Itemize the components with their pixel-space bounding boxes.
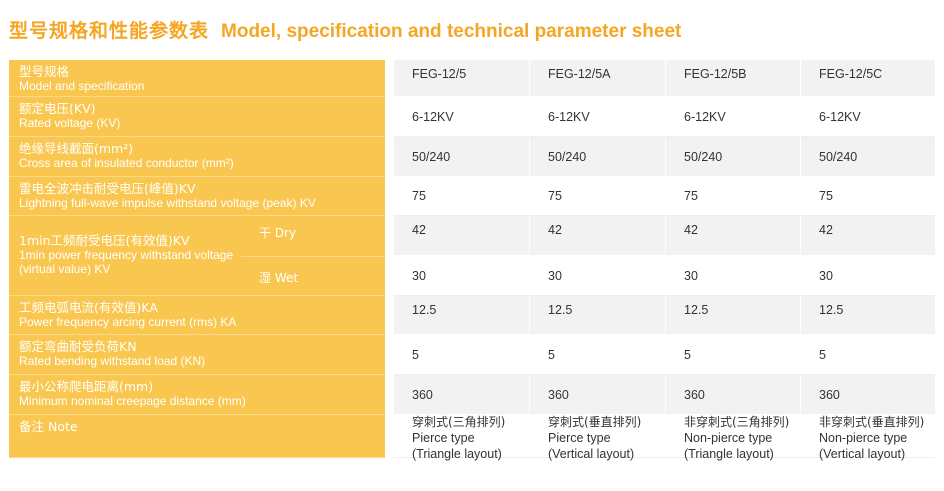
cell: 75 xyxy=(800,177,935,216)
note-en: Non-pierce type xyxy=(819,430,908,445)
cell: 12.5 xyxy=(393,296,529,335)
cell: 12.5 xyxy=(529,296,665,335)
sub-label-dry: 干 Dry xyxy=(259,226,297,240)
row-label-zh: 额定电压(KV) xyxy=(19,101,96,116)
row-label-power-frequency-withstand: 1min工频耐受电压(有效值)KV 1min power frequency w… xyxy=(9,216,385,296)
row-label-zh: 雷电全波冲击耐受电压(峰值)KV xyxy=(19,181,196,196)
row-label-bending-load: 额定弯曲耐受负荷KN Rated bending withstand load … xyxy=(9,335,385,375)
row-label-en: Power frequency arcing current (rms) KA xyxy=(19,315,237,329)
spacer xyxy=(385,296,393,335)
row-label-lightning-impulse: 雷电全波冲击耐受电压(峰值)KV Lightning full-wave imp… xyxy=(9,177,385,216)
cell: 50/240 xyxy=(800,137,935,177)
cell: 12.5 xyxy=(665,296,800,335)
spacer xyxy=(385,60,393,97)
cell: 50/240 xyxy=(665,137,800,177)
note-zh: 非穿刺式(三角排列) xyxy=(684,414,790,429)
row-label-cross-area: 绝缘导线截面(mm²) Cross area of insulated cond… xyxy=(9,137,385,177)
cell: 6-12KV xyxy=(393,97,529,137)
row-label-rated-voltage: 额定电压(KV) Rated voltage (KV) xyxy=(9,97,385,137)
row-label-freq-main: 1min工频耐受电压(有效值)KV 1min power frequency w… xyxy=(9,216,241,296)
spacer xyxy=(385,137,393,177)
note-cell: 穿刺式(三角排列) Pierce type (Triangle layout) xyxy=(393,414,529,461)
row-label-note: 备注 Note xyxy=(9,415,385,458)
cell: 30 xyxy=(393,256,529,296)
cell: 360 xyxy=(665,375,800,415)
row-label-zh: 1min工频耐受电压(有效值)KV xyxy=(19,233,190,248)
row-label-zh: 型号规格 xyxy=(19,64,70,79)
note-zh: 非穿刺式(垂直排列) xyxy=(819,414,925,429)
cell: 5 xyxy=(529,335,665,375)
note-en-layout: (Triangle layout) xyxy=(684,446,774,461)
cell: 12.5 xyxy=(800,296,935,335)
cell: FEG-12/5 xyxy=(393,60,529,97)
cell: 75 xyxy=(529,177,665,216)
spacer xyxy=(385,415,393,458)
cell: 75 xyxy=(393,177,529,216)
note-cell: 穿刺式(垂直排列) Pierce type (Vertical layout) xyxy=(529,414,665,461)
spacer xyxy=(385,335,393,375)
cell: 5 xyxy=(393,335,529,375)
row-label-model: 型号规格 Model and specification xyxy=(9,60,385,97)
cell: 360 xyxy=(529,375,665,415)
cell: FEG-12/5C xyxy=(800,60,935,97)
row-label-zh: 备注 Note xyxy=(19,419,78,434)
row-label-creepage-distance: 最小公称爬电距离(mm) Minimum nominal creepage di… xyxy=(9,375,385,415)
spacer xyxy=(385,216,393,256)
row-label-zh: 绝缘导线截面(mm²) xyxy=(19,141,134,156)
note-en: Pierce type xyxy=(412,430,475,445)
row-label-zh: 工频电弧电流(有效值)KA xyxy=(19,300,158,315)
note-zh: 穿刺式(三角排列) xyxy=(412,414,506,429)
row-label-en: Rated bending withstand load (KN) xyxy=(19,354,206,368)
cell: 30 xyxy=(800,256,935,296)
note-zh: 穿刺式(垂直排列) xyxy=(548,414,642,429)
sheet-title: 型号规格和性能参数表 Model, specification and tech… xyxy=(9,16,681,42)
cell: 360 xyxy=(800,375,935,415)
row-label-zh: 额定弯曲耐受负荷KN xyxy=(19,339,137,354)
cell: 50/240 xyxy=(529,137,665,177)
note-en-layout: (Vertical layout) xyxy=(819,446,906,461)
cell: FEG-12/5A xyxy=(529,60,665,97)
cell: 5 xyxy=(800,335,935,375)
sheet-title-zh: 型号规格和性能参数表 xyxy=(9,20,210,42)
cell: 75 xyxy=(665,177,800,216)
cell: 360 xyxy=(393,375,529,415)
cell: 42 xyxy=(665,216,800,256)
row-label-en: Minimum nominal creepage distance (mm) xyxy=(19,394,246,408)
spacer xyxy=(385,375,393,415)
sheet-title-en: Model, specification and technical param… xyxy=(221,21,682,42)
note-en: Non-pierce type xyxy=(684,430,773,445)
row-label-zh: 最小公称爬电距离(mm) xyxy=(19,379,154,394)
note-en-layout: (Vertical layout) xyxy=(548,446,635,461)
row-label-en: Cross area of insulated conductor (mm²) xyxy=(19,156,234,170)
cell: 42 xyxy=(800,216,935,256)
cell: 42 xyxy=(393,216,529,256)
spacer xyxy=(385,256,393,296)
row-label-arcing-current: 工频电弧电流(有效值)KA Power frequency arcing cur… xyxy=(9,296,385,335)
row-label-en: Rated voltage (KV) xyxy=(19,116,121,130)
cell: 30 xyxy=(665,256,800,296)
note-cell: 非穿刺式(三角排列) Non-pierce type (Triangle lay… xyxy=(665,414,800,461)
row-label-en: 1min power frequency withstand voltage (… xyxy=(19,248,234,276)
note-cell: 非穿刺式(垂直排列) Non-pierce type (Vertical lay… xyxy=(800,414,935,461)
spacer xyxy=(385,97,393,137)
sub-label-wet: 湿 Wet xyxy=(241,256,385,296)
cell: 50/240 xyxy=(393,137,529,177)
cell: 6-12KV xyxy=(665,97,800,137)
cell: FEG-12/5B xyxy=(665,60,800,97)
spacer xyxy=(385,177,393,216)
row-label-en: Model and specification xyxy=(19,79,145,93)
cell: 6-12KV xyxy=(800,97,935,137)
cell: 30 xyxy=(529,256,665,296)
cell: 5 xyxy=(665,335,800,375)
parameter-table: 型号规格 Model and specification FEG-12/5 FE… xyxy=(9,60,935,478)
cell: 42 xyxy=(529,216,665,256)
row-label-en: Lightning full-wave impulse withstand vo… xyxy=(19,196,316,210)
note-en: Pierce type xyxy=(548,430,611,445)
note-en-layout: (Triangle layout) xyxy=(412,446,502,461)
cell: 6-12KV xyxy=(529,97,665,137)
